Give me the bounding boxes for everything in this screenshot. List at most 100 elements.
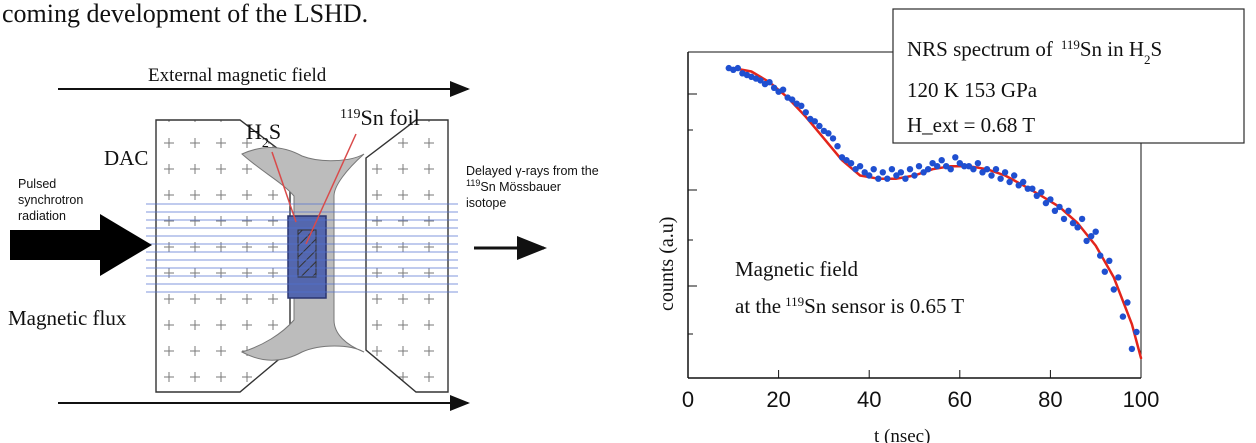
data-point (734, 64, 741, 72)
magnetic-flux-band (146, 198, 458, 296)
external-field-label: External magnetic field (148, 65, 327, 86)
data-point (983, 166, 991, 173)
data-point (943, 163, 950, 170)
data-point (1006, 178, 1013, 186)
data-point (1042, 199, 1050, 207)
data-point (879, 169, 886, 176)
data-point (906, 166, 914, 173)
intro-fragment: coming development of the LSHD. (2, 0, 368, 28)
data-point (1078, 215, 1086, 223)
data-point (965, 163, 973, 170)
data-point (1119, 313, 1127, 320)
data-point (770, 84, 778, 92)
data-point (1051, 207, 1059, 214)
data-point (1101, 268, 1109, 275)
data-point (893, 172, 900, 179)
data-point (834, 143, 841, 150)
data-point (1047, 196, 1054, 203)
data-point (961, 163, 968, 170)
data-point (1092, 228, 1099, 235)
data-point (1083, 237, 1090, 245)
chart: 0 20 40 60 80 100 counts (a.u) t (nsec) NRS s… (656, 8, 1245, 443)
data-point (789, 96, 796, 103)
data-point (956, 160, 963, 167)
inset-line-1: NRS spectrum of 119Sn in H2S (907, 37, 1162, 67)
data-point (911, 172, 918, 179)
data-point (929, 160, 936, 167)
data-point (1011, 172, 1018, 179)
data-point (979, 169, 986, 176)
data-point (866, 172, 873, 179)
annotation-line-2: at the 119Sn sensor is 0.65 T (735, 294, 964, 319)
inset-line-2: 120 K 153 GPa (907, 78, 1038, 102)
data-point (766, 79, 773, 86)
data-point (970, 166, 977, 173)
inset-box-frame (892, 8, 1245, 144)
inset-box: NRS spectrum of 119Sn in H2S 120 K 153 GP… (892, 8, 1245, 144)
data-point (1106, 257, 1113, 264)
data-point (988, 172, 995, 179)
data-point (811, 118, 818, 125)
data-point (1088, 233, 1095, 240)
data-point (856, 163, 864, 170)
data-point (875, 175, 882, 182)
x-tick-label: 80 (1038, 387, 1062, 412)
data-point (924, 166, 932, 173)
sample-leader-line (271, 151, 297, 223)
data-point (1033, 192, 1041, 199)
annotation-line-1: Magnetic field (735, 257, 859, 281)
data-point (947, 166, 954, 173)
data-point (1097, 252, 1104, 259)
data-point (1029, 185, 1036, 192)
data-point (861, 169, 868, 176)
data-point (843, 157, 850, 164)
data-point (825, 130, 832, 137)
data-points (725, 64, 1140, 353)
incident-beam-arrow (10, 214, 152, 276)
data-point (938, 157, 945, 164)
data-point (1020, 178, 1027, 186)
data-point (1024, 185, 1032, 192)
dac-label: DAC (104, 146, 148, 170)
data-point (884, 175, 891, 182)
foil-label: 119Sn foil (340, 105, 420, 130)
data-point (934, 163, 941, 170)
x-tick-label: 100 (1123, 387, 1160, 412)
data-point (952, 154, 959, 161)
delayed-rays-label: Delayed γ-rays from the 119Sn Mössbauer … (466, 164, 602, 210)
data-point (1038, 189, 1045, 196)
data-point (1124, 299, 1131, 306)
inset-line-3: H_ext = 0.68 T (907, 113, 1035, 137)
data-point (1065, 207, 1072, 214)
data-point (897, 169, 905, 176)
data-point (816, 122, 823, 130)
sample-label: H2S (246, 119, 281, 151)
y-axis-label: counts (a.u) (656, 217, 678, 311)
x-tick-label: 40 (857, 387, 881, 412)
data-point (974, 160, 982, 167)
source-label: Pulsed synchrotron radiation (18, 177, 87, 223)
data-point (757, 77, 764, 84)
data-point (1015, 182, 1022, 189)
data-point (888, 166, 896, 173)
data-point (1074, 224, 1081, 231)
data-point (997, 175, 1004, 182)
data-point (852, 166, 859, 173)
data-point (829, 135, 837, 142)
x-axis-label: t (nsec) (874, 426, 930, 443)
data-point (915, 163, 923, 170)
data-point (779, 86, 787, 93)
data-point (847, 160, 855, 167)
data-point (1060, 215, 1068, 223)
data-point (920, 169, 927, 176)
foil-leader-line (305, 133, 357, 245)
x-tick-label: 0 (682, 387, 694, 412)
data-point (1069, 219, 1077, 227)
data-point (1001, 169, 1009, 176)
data-point (798, 102, 805, 110)
data-point (1110, 286, 1118, 293)
x-axis-ticks: 0 20 40 60 80 100 (682, 370, 1159, 412)
data-point (1115, 274, 1122, 281)
magnetic-flux-label: Magnetic flux (8, 306, 127, 330)
data-point (1133, 328, 1140, 336)
